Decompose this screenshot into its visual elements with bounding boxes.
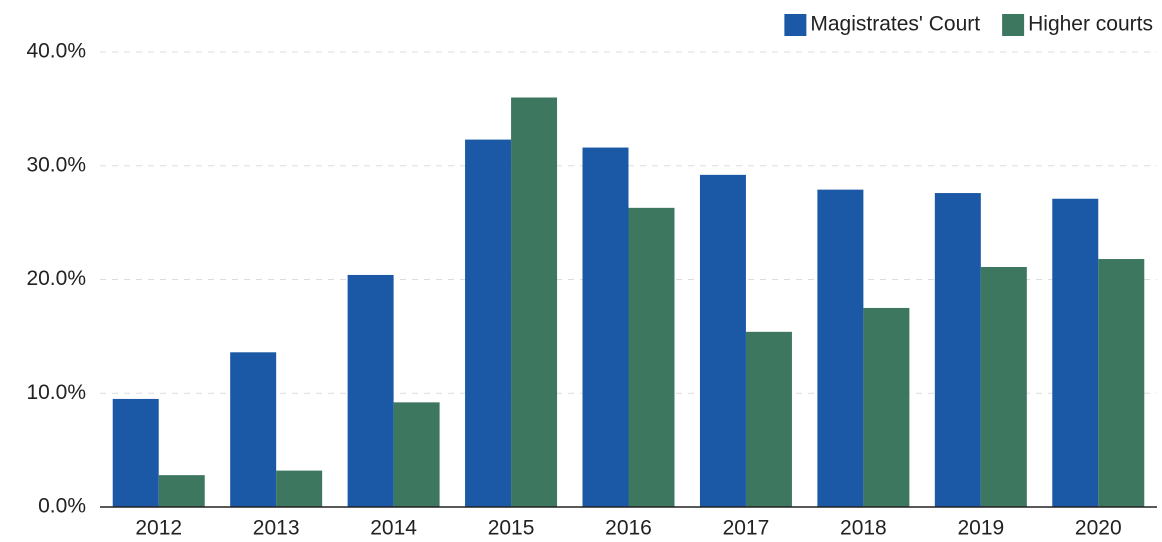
bar bbox=[511, 97, 558, 507]
x-tick-label: 2013 bbox=[253, 517, 300, 540]
y-tick-label: 40.0% bbox=[26, 40, 86, 63]
bar bbox=[347, 274, 394, 507]
legend-swatch bbox=[1002, 14, 1025, 36]
bar bbox=[1098, 259, 1145, 507]
legend-label: Magistrates' Court bbox=[810, 13, 980, 36]
bar bbox=[465, 139, 512, 507]
bar bbox=[276, 470, 323, 507]
legend-swatch bbox=[784, 14, 807, 36]
bar bbox=[745, 331, 792, 507]
x-tick-label: 2016 bbox=[605, 517, 652, 540]
x-tick-label: 2018 bbox=[840, 517, 887, 540]
bar bbox=[158, 475, 205, 507]
bar bbox=[934, 193, 981, 508]
x-tick-label: 2015 bbox=[488, 517, 535, 540]
x-tick-label: 2012 bbox=[135, 517, 182, 540]
bar bbox=[1052, 198, 1099, 508]
bar bbox=[230, 352, 277, 507]
bar bbox=[817, 189, 864, 507]
bar bbox=[582, 147, 629, 508]
bar bbox=[863, 307, 910, 507]
bar bbox=[112, 398, 159, 507]
bar bbox=[980, 266, 1027, 507]
y-tick-label: 10.0% bbox=[26, 381, 86, 404]
x-tick-label: 2020 bbox=[1075, 517, 1122, 540]
bar bbox=[699, 174, 746, 507]
bar bbox=[628, 207, 675, 507]
x-tick-label: 2019 bbox=[957, 517, 1004, 540]
x-tick-label: 2014 bbox=[370, 517, 417, 540]
y-tick-label: 30.0% bbox=[26, 153, 86, 176]
x-tick-label: 2017 bbox=[723, 517, 770, 540]
legend-label: Higher courts bbox=[1028, 13, 1153, 36]
y-tick-label: 20.0% bbox=[26, 267, 86, 290]
y-tick-label: 0.0% bbox=[38, 495, 86, 518]
bar bbox=[393, 402, 440, 507]
